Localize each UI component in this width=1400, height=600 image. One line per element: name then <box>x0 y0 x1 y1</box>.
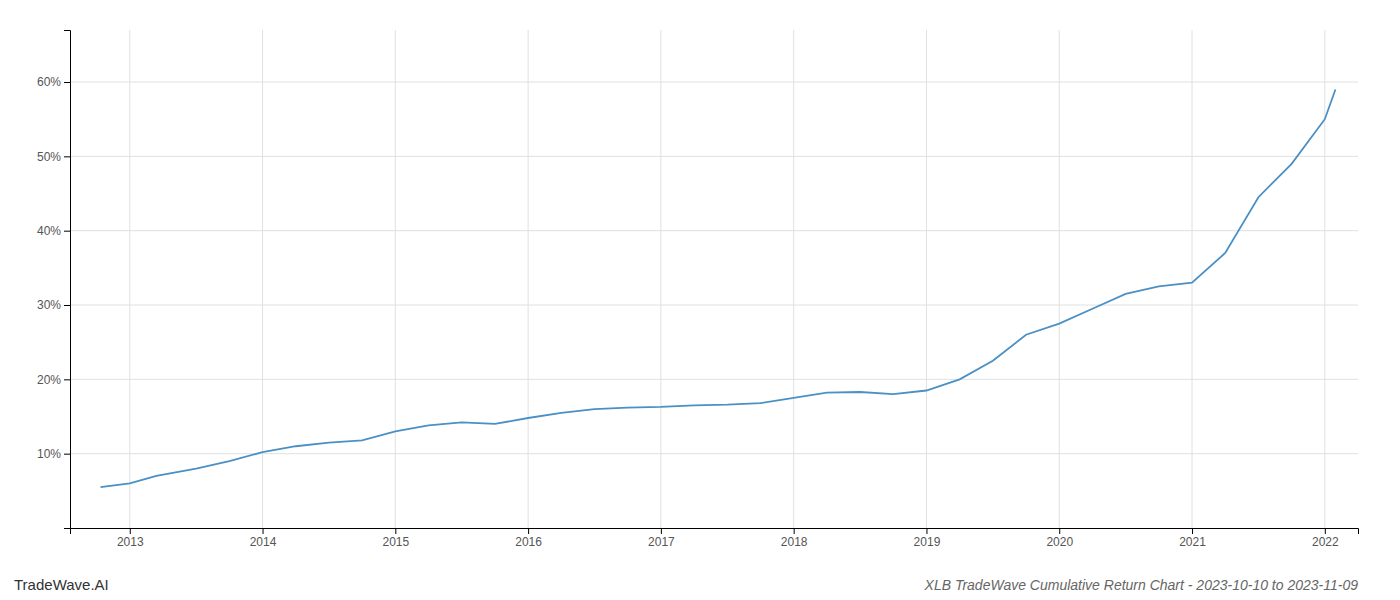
watermark: TradeWave.AI <box>14 576 109 593</box>
tick: 2021 <box>1179 528 1206 549</box>
tick-mark <box>130 528 131 534</box>
grid-line <box>528 30 529 528</box>
grid-line <box>70 379 1358 380</box>
grid-line <box>70 156 1358 157</box>
tick-label: 2013 <box>117 535 144 549</box>
tick-mark <box>395 528 396 534</box>
tick: 2019 <box>914 528 941 549</box>
x-axis: 2013 2014 2015 2016 2017 2018 2019 2020 2021 2022 <box>71 528 1359 549</box>
tick-label: 2020 <box>1046 535 1073 549</box>
grid-line <box>70 230 1358 231</box>
tick: 2018 <box>781 528 808 549</box>
plot: 2013 2014 2015 2016 2017 2018 2019 2020 2021 2022… <box>37 30 1359 549</box>
tick-label: 60% <box>37 75 61 89</box>
tick-label: 40% <box>37 224 61 238</box>
tick-mark <box>64 305 70 306</box>
series <box>101 89 1336 487</box>
tick: 20% <box>37 373 70 387</box>
grid-line <box>70 453 1358 454</box>
grid-line <box>129 30 130 528</box>
grid-line <box>1059 30 1060 528</box>
axis-line <box>64 31 71 529</box>
tick-label: 2015 <box>382 535 409 549</box>
tick-label: 2014 <box>250 535 277 549</box>
tick-label: 20% <box>37 373 61 387</box>
axis-line <box>71 529 1359 535</box>
grid-line <box>70 305 1358 306</box>
y-axis: 10% 20% 30% 40% 50% 60% <box>37 31 71 529</box>
tick-mark <box>64 82 70 83</box>
grid-line <box>793 30 794 528</box>
grid-line <box>262 30 263 528</box>
grid-line <box>926 30 927 528</box>
grid-line <box>395 30 396 528</box>
tick-mark <box>661 528 662 534</box>
title: XLB TradeWave Cumulative Return Chart - … <box>924 577 1359 593</box>
tick-label: 2016 <box>515 535 542 549</box>
grid-line <box>660 30 661 528</box>
tick-label: 2018 <box>781 535 808 549</box>
tick-label: 2021 <box>1179 535 1206 549</box>
tick-label: 2019 <box>914 535 941 549</box>
tick-mark <box>64 454 70 455</box>
tick-label: 2022 <box>1312 535 1339 549</box>
tick: 2015 <box>382 528 409 549</box>
tick: 2014 <box>250 528 277 549</box>
grid-line <box>70 82 1358 83</box>
tick: 40% <box>37 224 70 238</box>
tick: 2020 <box>1046 528 1073 549</box>
tick: 2017 <box>648 528 675 549</box>
tick-mark <box>263 528 264 534</box>
tick-mark <box>64 231 70 232</box>
tick-label: 30% <box>37 298 61 312</box>
tick-mark <box>64 156 70 157</box>
grid <box>70 30 1358 528</box>
tick-label: 2017 <box>648 535 675 549</box>
tick: 30% <box>37 298 70 312</box>
tick-label: 50% <box>37 150 61 164</box>
grid-line <box>1324 30 1325 528</box>
tick-mark <box>926 528 927 534</box>
tick-mark <box>794 528 795 534</box>
line <box>101 89 1336 487</box>
tick: 2022 <box>1312 528 1339 549</box>
tick: 10% <box>37 447 70 461</box>
tick-mark <box>1059 528 1060 534</box>
chart: 2013 2014 2015 2016 2017 2018 2019 2020 2021 2022… <box>0 0 1400 600</box>
tick-mark <box>1192 528 1193 534</box>
tick-mark <box>1325 528 1326 534</box>
grid-line <box>1192 30 1193 528</box>
tick: 2013 <box>117 528 144 549</box>
tick: 60% <box>37 75 70 89</box>
tick: 50% <box>37 150 70 164</box>
tick-label: 10% <box>37 447 61 461</box>
tick-mark <box>528 528 529 534</box>
tick-mark <box>64 379 70 380</box>
tick: 2016 <box>515 528 542 549</box>
